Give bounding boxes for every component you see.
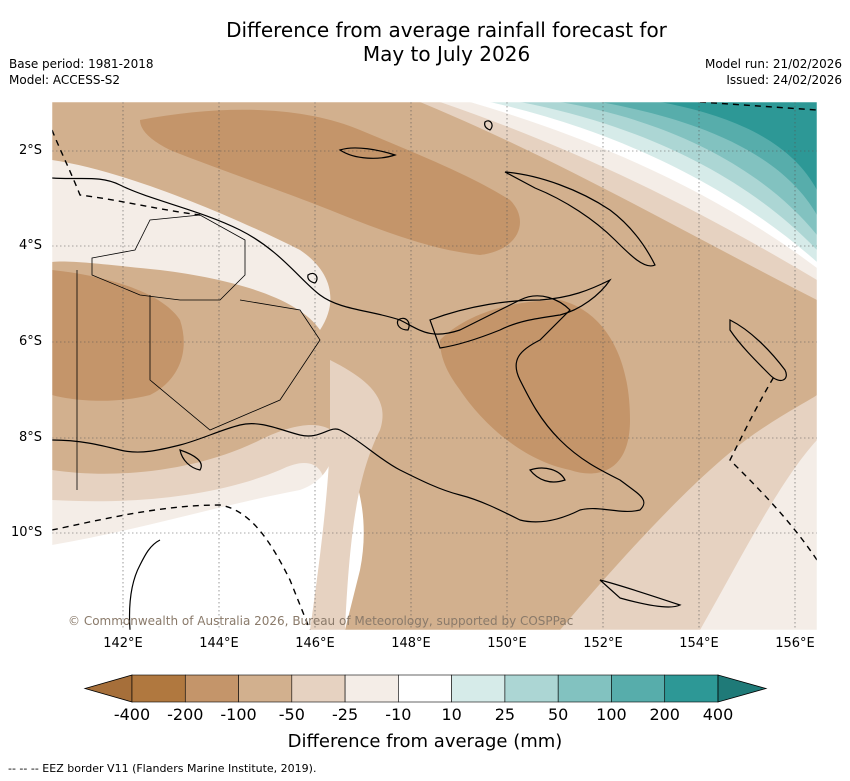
coast-louisiade	[599, 579, 682, 608]
title-line-1: Difference from average rainfall forecas…	[226, 18, 667, 42]
colorbar-tick-label: -10	[385, 705, 412, 724]
colorbar-swatch	[611, 674, 666, 703]
core-east	[440, 300, 630, 474]
eez-south-east	[729, 374, 817, 561]
lon-label-142e: 142°E	[103, 636, 143, 651]
colorbar-tick-label: -100	[220, 705, 257, 724]
map-frame	[51, 101, 818, 631]
eez-footnote: -- -- -- EEZ border V11 (Flanders Marine…	[8, 762, 317, 775]
copyright-credit: © Commonwealth of Australia 2026, Bureau…	[68, 614, 574, 628]
coast-new-ireland	[504, 171, 656, 267]
colorbar-tick-label: 100	[596, 705, 627, 724]
coast-new-britain	[429, 278, 612, 349]
colorbar-tick-label: 25	[494, 705, 516, 724]
colorbar-swatch	[131, 674, 186, 703]
lat-label-2s: 2°S	[19, 143, 43, 158]
lon-label-146e: 146°E	[295, 636, 335, 651]
colorbar-tick-label: 10	[441, 705, 462, 724]
coast-islet-1	[484, 120, 493, 131]
coast-islet-3	[396, 317, 410, 331]
colorbar-swatch	[398, 674, 452, 703]
lat-label-4s: 4°S	[19, 238, 43, 253]
colorbar-tick-label: 200	[649, 705, 680, 724]
colorbar-tick-label: -400	[113, 705, 151, 724]
province-borders	[76, 214, 321, 490]
coast-islet-2	[307, 272, 318, 284]
colorbar-swatch	[664, 674, 719, 703]
model-name: Model: ACCESS-S2	[9, 73, 121, 87]
meta-left: Base period: 1981-2018 Model: ACCESS-S2	[9, 56, 154, 88]
colorbar-extend-dry	[83, 674, 133, 703]
lon-label-152e: 152°E	[583, 636, 623, 651]
chart-title: Difference from average rainfall forecas…	[0, 18, 850, 66]
coast-manus	[338, 147, 397, 159]
title-line-2: May to July 2026	[362, 42, 531, 66]
lon-label-144e: 144°E	[199, 636, 239, 651]
coast-png-mainland	[52, 177, 645, 523]
base-period: Base period: 1981-2018	[9, 57, 154, 71]
colorbar-tick-label: -200	[167, 705, 204, 724]
coast-torres-islet	[179, 449, 202, 471]
lon-label-156e: 156°E	[775, 636, 815, 651]
eez-west	[52, 129, 201, 216]
coast-bougainville	[729, 319, 787, 382]
colorbar-swatch	[344, 674, 399, 703]
colorbar-swatch	[291, 674, 346, 703]
colorbar-tick-label: 50	[547, 705, 569, 724]
lon-label-154e: 154°E	[679, 636, 719, 651]
graticule	[52, 102, 817, 630]
coastlines	[52, 120, 787, 630]
coast-dentrecasteaux	[528, 467, 566, 483]
contour-west-pale	[52, 160, 331, 330]
rainfall-map	[51, 101, 818, 631]
lat-label-6s: 6°S	[19, 334, 43, 349]
colorbar-extend-wet	[717, 674, 768, 703]
core-west	[52, 270, 184, 401]
eez-boundaries	[52, 102, 817, 630]
coast-cape-york	[128, 539, 161, 630]
lon-label-150e: 150°E	[487, 636, 527, 651]
border-sandaun	[91, 214, 246, 301]
map-fill	[52, 102, 817, 630]
colorbar-swatch	[504, 674, 559, 703]
colorbar-tick-label: -50	[278, 705, 305, 724]
issued-date: Issued: 24/02/2026	[726, 73, 842, 87]
contour-se-10	[700, 440, 817, 630]
border-western	[149, 295, 321, 431]
core-north	[140, 109, 520, 255]
colorbar-swatch	[238, 674, 293, 703]
contour-central-25	[310, 360, 383, 630]
colorbar-swatch	[451, 674, 506, 703]
colorbar-swatch	[184, 674, 239, 703]
lat-label-10s: 10°S	[11, 525, 43, 540]
lon-label-148e: 148°E	[391, 636, 431, 651]
contour-ne-wet-200	[660, 102, 817, 190]
colorbar-title: Difference from average (mm)	[287, 731, 563, 752]
colorbar-tick-label: -25	[332, 705, 359, 724]
lat-label-8s: 8°S	[19, 430, 43, 445]
eez-north-east	[699, 102, 817, 111]
colorbar-swatch	[557, 674, 612, 703]
meta-right: Model run: 21/02/2026 Issued: 24/02/2026	[705, 56, 842, 88]
contour-sw-white	[52, 430, 364, 630]
eez-south-west	[52, 504, 311, 630]
model-run: Model run: 21/02/2026	[704, 57, 842, 71]
colorbar-tick-label: 400	[702, 705, 734, 724]
